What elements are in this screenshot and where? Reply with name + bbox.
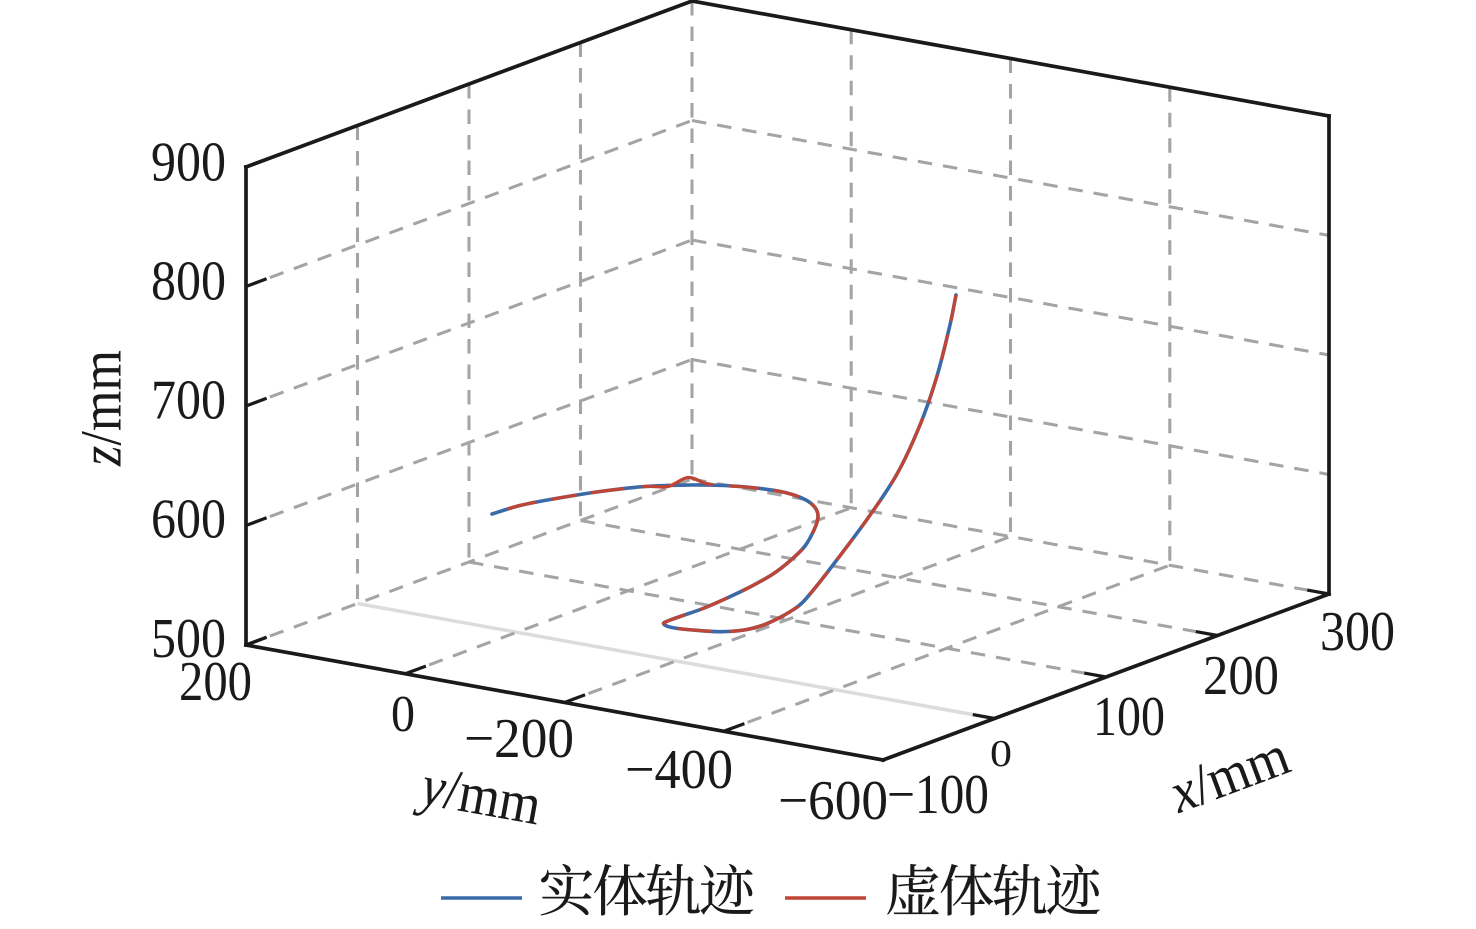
svg-text:700: 700 <box>151 370 226 432</box>
svg-text:800: 800 <box>151 251 226 313</box>
svg-text:600: 600 <box>151 489 226 551</box>
svg-text:−600: −600 <box>778 770 888 832</box>
svg-text:100: 100 <box>1093 686 1165 748</box>
svg-text:0: 0 <box>391 686 415 743</box>
svg-text:−200: −200 <box>464 708 574 770</box>
svg-text:z/mm: z/mm <box>69 350 134 467</box>
svg-text:500: 500 <box>151 608 226 670</box>
svg-text:200: 200 <box>1203 645 1279 707</box>
svg-text:200: 200 <box>179 651 252 713</box>
svg-text:900: 900 <box>151 132 226 194</box>
svg-text:0: 0 <box>990 733 1012 775</box>
svg-text:−400: −400 <box>625 739 733 801</box>
svg-text:−100: −100 <box>887 764 989 826</box>
svg-text:300: 300 <box>1320 601 1395 663</box>
